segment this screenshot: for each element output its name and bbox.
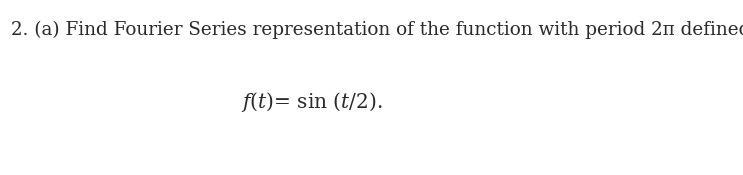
- Text: $f(t)$= sin ($t$/2).: $f(t)$= sin ($t$/2).: [241, 89, 383, 114]
- Text: 2. (a) Find Fourier Series representation of the function with period 2π defined: 2. (a) Find Fourier Series representatio…: [11, 21, 743, 39]
